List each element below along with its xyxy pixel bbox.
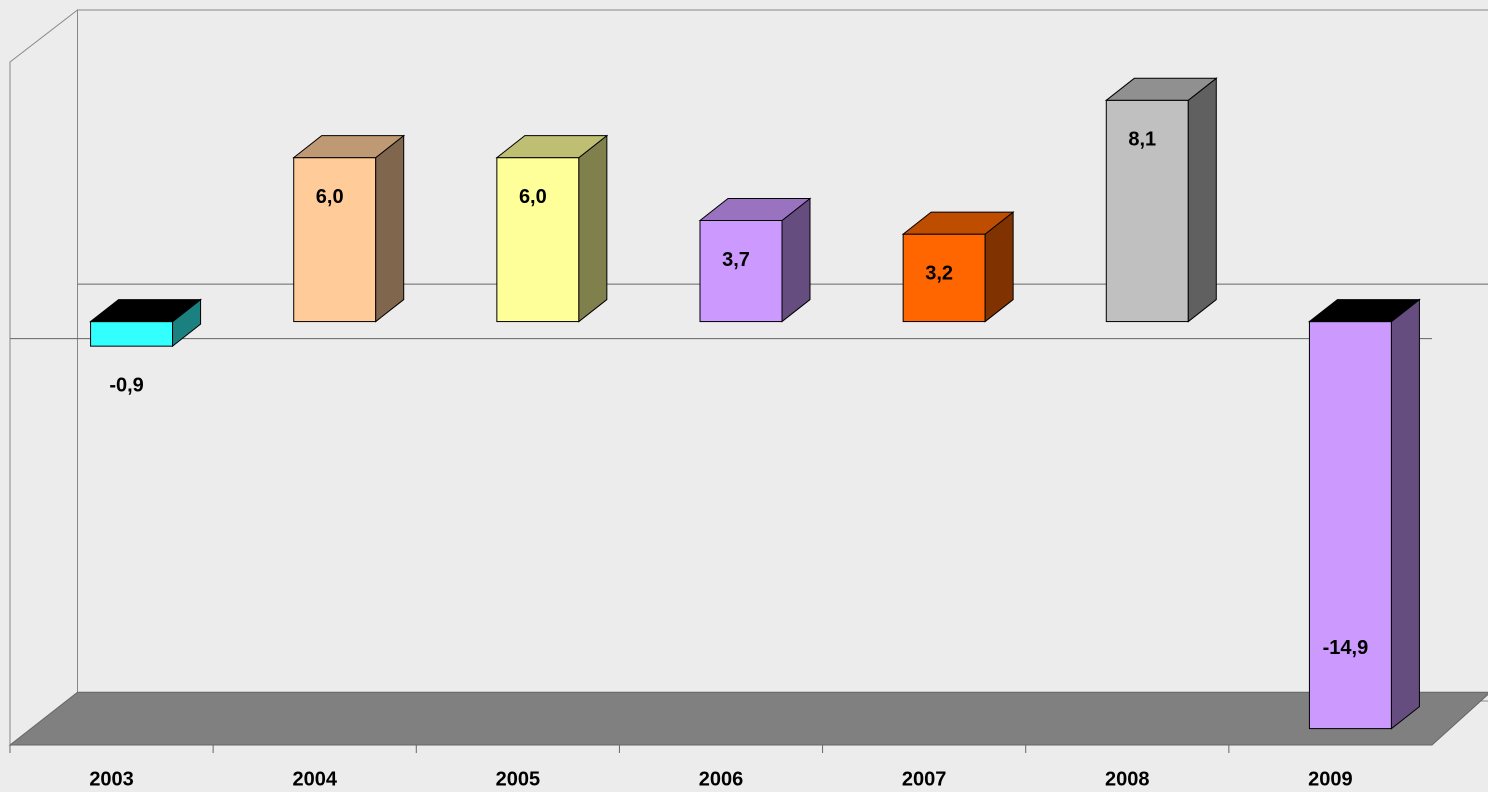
bar xyxy=(293,157,377,323)
bar-side xyxy=(1187,77,1217,323)
bar xyxy=(1105,99,1189,323)
x-tick-label: 2009 xyxy=(1308,768,1353,790)
x-tick-label: 2005 xyxy=(496,768,541,790)
bar-top xyxy=(495,135,609,159)
bar xyxy=(496,157,580,323)
bar xyxy=(90,321,174,347)
value-label: 3,7 xyxy=(722,249,750,271)
x-tick-label: 2008 xyxy=(1105,768,1150,790)
value-label: 6,0 xyxy=(519,186,547,208)
floor xyxy=(8,691,1488,746)
x-tick-label: 2007 xyxy=(902,768,947,790)
bar-top xyxy=(901,211,1015,235)
x-tick-label: 2006 xyxy=(699,768,744,790)
bar-top xyxy=(89,299,203,323)
bar-side xyxy=(1390,298,1420,730)
bar-top xyxy=(1307,299,1421,323)
value-label: 6,0 xyxy=(316,186,344,208)
bar-top xyxy=(292,135,406,159)
value-label: 8,1 xyxy=(1128,129,1156,151)
bar xyxy=(902,233,986,323)
bar-top xyxy=(1104,77,1218,101)
value-label: -14,9 xyxy=(1323,637,1369,659)
bar-side xyxy=(375,134,405,323)
bar xyxy=(699,219,783,323)
bar-side xyxy=(578,134,608,323)
value-label: -0,9 xyxy=(109,374,143,396)
value-label: 3,2 xyxy=(925,262,953,284)
bar-top xyxy=(698,197,812,221)
bar xyxy=(1308,321,1392,730)
x-tick-label: 2003 xyxy=(89,768,134,790)
x-tick-label: 2004 xyxy=(292,768,337,790)
